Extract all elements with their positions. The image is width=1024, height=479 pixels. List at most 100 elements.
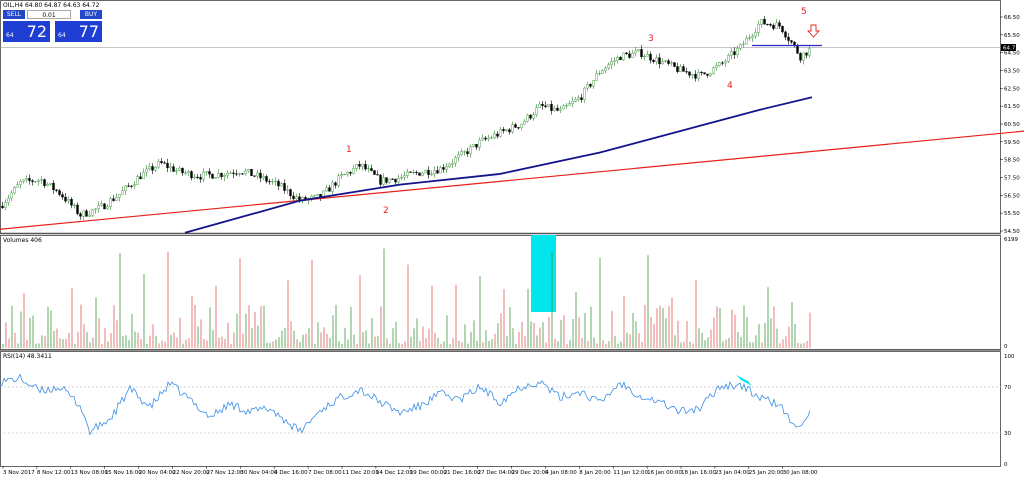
- candle-body: [1, 205, 4, 208]
- candle-body: [241, 173, 244, 175]
- candle-body: [751, 35, 754, 38]
- candle-body: [34, 181, 37, 183]
- candle-body: [757, 24, 760, 33]
- rsi-label-0: 0: [1004, 462, 1008, 468]
- candle-body: [760, 18, 763, 25]
- candle-body: [136, 176, 139, 185]
- candle-body: [670, 62, 673, 64]
- candle-body: [526, 114, 529, 122]
- candle-body: [601, 70, 604, 74]
- time-axis-label: 13 Nov 08:00: [71, 470, 109, 476]
- candle-body: [148, 166, 151, 170]
- volume-panel-frame: [0, 235, 1001, 350]
- candle-body: [505, 129, 508, 131]
- candle-body: [415, 172, 418, 174]
- candle-body: [94, 208, 97, 210]
- candle-body: [457, 154, 460, 158]
- volumes-max-label: 6199: [1004, 237, 1018, 243]
- candle-body: [634, 50, 637, 54]
- time-axis-label: 21 Dec 16:00: [444, 470, 481, 476]
- candle-body: [460, 151, 463, 155]
- candle-body: [616, 56, 619, 62]
- candle-body: [466, 151, 469, 155]
- candle-body: [109, 198, 112, 208]
- price-axis-label: 59.50: [1004, 140, 1020, 146]
- candle-body: [388, 178, 391, 183]
- candle-body: [478, 139, 481, 148]
- candle-body: [511, 124, 514, 133]
- price-axis-label: 66.50: [1004, 15, 1020, 21]
- candle-body: [295, 196, 298, 200]
- price-axis-label: 65.50: [1004, 33, 1020, 39]
- candle-body: [358, 164, 361, 167]
- candle-body: [508, 129, 511, 133]
- candle-body: [439, 167, 442, 174]
- candle-body: [739, 43, 742, 49]
- candle-body: [673, 62, 676, 67]
- buy-button[interactable]: BUY: [80, 10, 102, 19]
- candle-body: [691, 74, 694, 76]
- candle-body: [286, 189, 289, 191]
- candle-body: [340, 174, 343, 177]
- candle-body: [631, 52, 634, 58]
- candle-body: [406, 171, 409, 176]
- candle-body: [520, 123, 523, 128]
- price-axis-label: 58.50: [1004, 158, 1020, 164]
- candle-body: [610, 61, 613, 65]
- candle-body: [106, 206, 109, 210]
- buy-price-box[interactable]: 64 77: [55, 21, 102, 42]
- buy-price-big: 77: [78, 22, 99, 41]
- candle-body: [679, 66, 682, 72]
- candle-body: [709, 73, 712, 76]
- candlesticks: [1, 16, 811, 220]
- candle-body: [523, 121, 526, 125]
- wave-label-5: 5: [801, 7, 807, 17]
- candle-body: [529, 114, 532, 119]
- candle-body: [589, 84, 592, 87]
- candle-body: [607, 64, 610, 69]
- candle-body: [121, 190, 124, 195]
- lot-size-input[interactable]: 0.01: [27, 10, 71, 19]
- trend-line[interactable]: [0, 130, 1024, 230]
- candle-body: [427, 169, 430, 175]
- candle-body: [4, 202, 7, 208]
- candle-body: [493, 133, 496, 139]
- candle-body: [514, 124, 517, 128]
- candle-body: [214, 177, 217, 179]
- candle-body: [661, 61, 664, 65]
- time-axis-label: 16 Jan 00:00: [647, 470, 682, 476]
- candle-body: [733, 51, 736, 55]
- candle-body: [454, 157, 457, 164]
- candle-body: [118, 194, 121, 198]
- time-axis-label: 27 Dec 04:00: [478, 470, 515, 476]
- sell-price-box[interactable]: 64 72: [3, 21, 50, 42]
- volume-bars: [2, 248, 811, 348]
- candle-body: [202, 171, 205, 180]
- time-axis-label: 18 Jan 16:00: [681, 470, 716, 476]
- candle-body: [139, 176, 142, 180]
- candle-body: [682, 66, 685, 72]
- candle-body: [184, 172, 187, 174]
- candle-body: [517, 127, 520, 129]
- wave-label-2: 2: [383, 206, 389, 216]
- candle-body: [370, 168, 373, 171]
- candle-body: [166, 163, 169, 169]
- candle-body: [346, 172, 349, 175]
- candle-body: [160, 161, 163, 163]
- candle-body: [475, 143, 478, 148]
- candle-body: [808, 48, 811, 56]
- candle-body: [433, 170, 436, 175]
- sell-button[interactable]: SELL: [3, 10, 25, 19]
- candle-body: [685, 71, 688, 73]
- candle-body: [88, 214, 91, 217]
- current-price-label: 64.72: [1003, 46, 1019, 52]
- candle-body: [496, 133, 499, 137]
- candle-body: [553, 107, 556, 111]
- candle-body: [208, 171, 211, 175]
- candle-body: [262, 176, 265, 179]
- rsi-line: [0, 373, 811, 436]
- time-axis-label: 19 Dec 00:00: [410, 470, 447, 476]
- candle-body: [769, 24, 772, 26]
- candle-body: [211, 173, 214, 179]
